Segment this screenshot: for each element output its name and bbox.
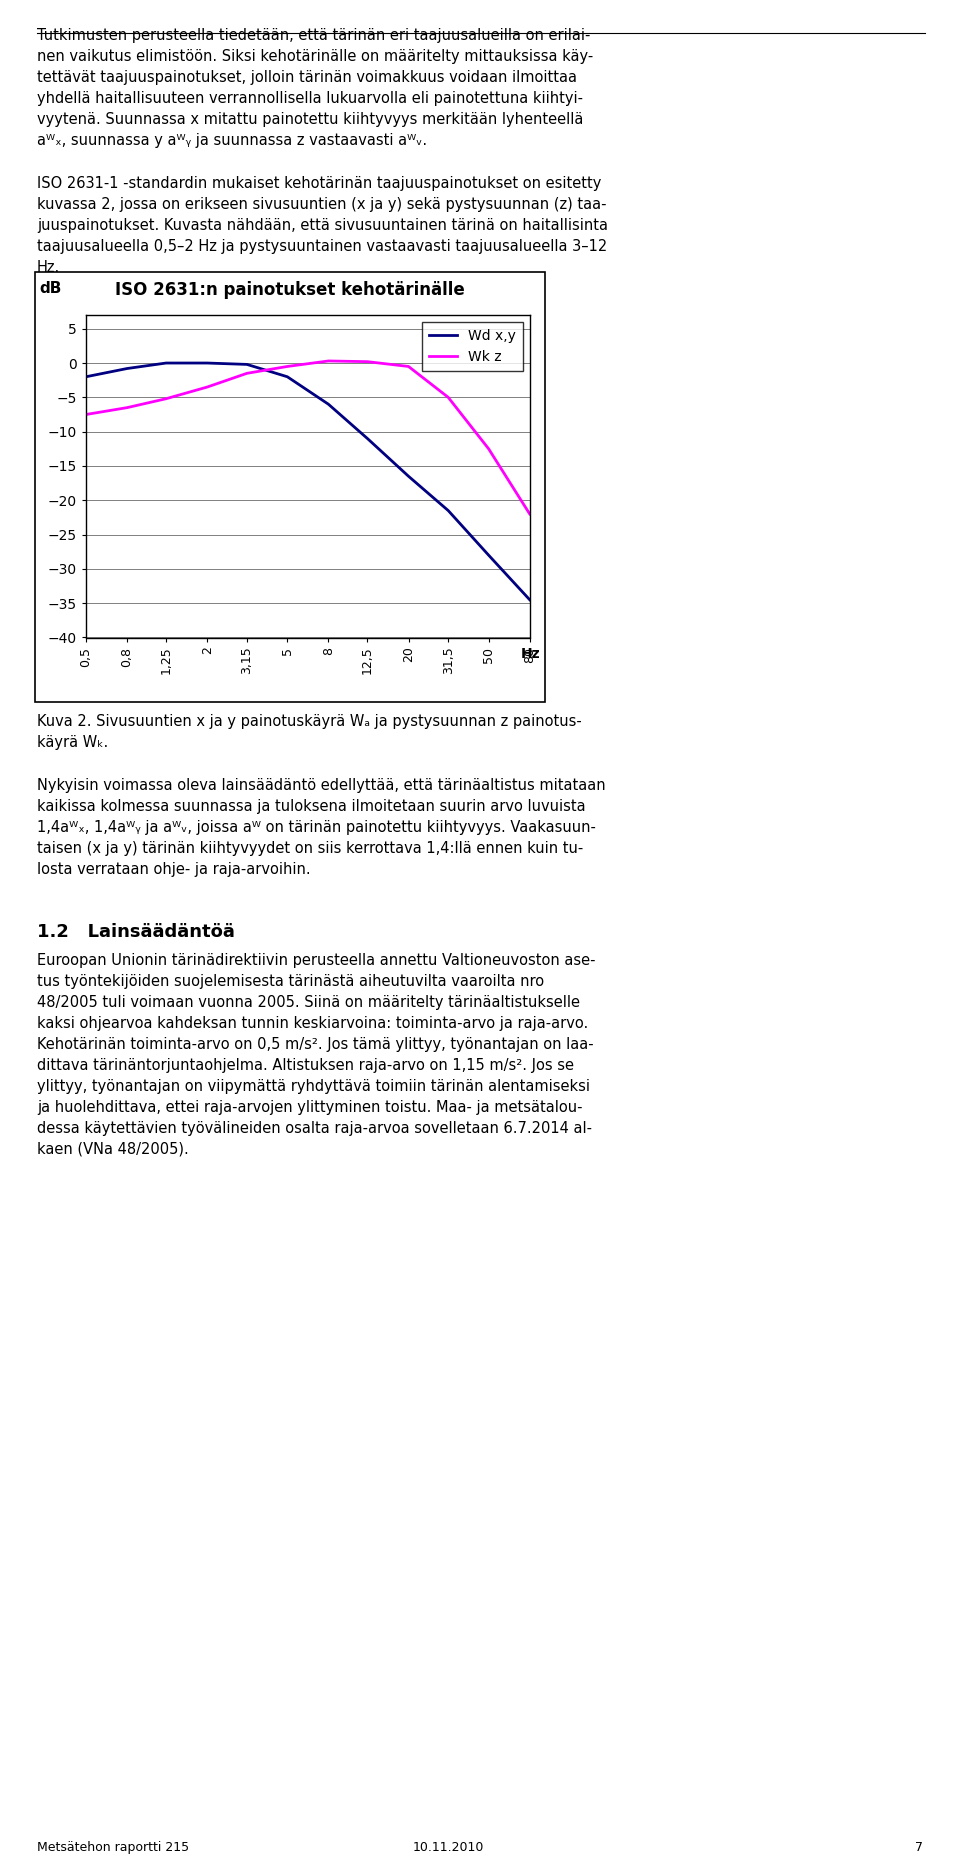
Text: käyrä Wₖ.: käyrä Wₖ. [37, 735, 108, 750]
Text: Hz: Hz [520, 648, 540, 661]
Text: vyytenä. Suunnassa x mitattu painotettu kiihtyvyys merkitään lyhenteellä: vyytenä. Suunnassa x mitattu painotettu … [37, 112, 584, 127]
Text: Kuva 2. Sivusuuntien x ja y painotuskäyrä Wₐ ja pystysuunnan z painotus-: Kuva 2. Sivusuuntien x ja y painotuskäyr… [37, 715, 582, 730]
Text: ja huolehdittava, ettei raja-arvojen ylittyminen toistu. Maa- ja metsätalou-: ja huolehdittava, ettei raja-arvojen yli… [37, 1099, 583, 1116]
Text: yhdellä haitallisuuteen verrannollisella lukuarvolla eli painotettuna kiihtyi-: yhdellä haitallisuuteen verrannollisella… [37, 91, 583, 106]
Text: ylittyy, työnantajan on viipymättä ryhdyttävä toimiin tärinän alentamiseksi: ylittyy, työnantajan on viipymättä ryhdy… [37, 1079, 590, 1093]
Text: kaikissa kolmessa suunnassa ja tuloksena ilmoitetaan suurin arvo luvuista: kaikissa kolmessa suunnassa ja tuloksena… [37, 799, 586, 814]
Text: Euroopan Unionin tärinädirektiivin perusteella annettu Valtioneuvoston ase-: Euroopan Unionin tärinädirektiivin perus… [37, 954, 595, 968]
Text: taajuusalueella 0,5–2 Hz ja pystysuuntainen vastaavasti taajuusalueella 3–12: taajuusalueella 0,5–2 Hz ja pystysuuntai… [37, 239, 608, 254]
Text: Kehotärinän toiminta-arvo on 0,5 m/s². Jos tämä ylittyy, työnantajan on laa-: Kehotärinän toiminta-arvo on 0,5 m/s². J… [37, 1037, 593, 1052]
Text: 48/2005 tuli voimaan vuonna 2005. Siinä on määritelty tärinäaltistukselle: 48/2005 tuli voimaan vuonna 2005. Siinä … [37, 995, 580, 1010]
Text: 10.11.2010: 10.11.2010 [413, 1842, 484, 1855]
Text: losta verrataan ohje- ja raja-arvoihin.: losta verrataan ohje- ja raja-arvoihin. [37, 862, 311, 877]
Text: tus työntekijöiden suojelemisesta tärinästä aiheutuvilta vaaroilta nro: tus työntekijöiden suojelemisesta tärinä… [37, 974, 544, 989]
Text: 1,4aᵂₓ, 1,4aᵂᵧ ja aᵂᵥ, joissa aᵂ on tärinän painotettu kiihtyvyys. Vaakasuun-: 1,4aᵂₓ, 1,4aᵂᵧ ja aᵂᵥ, joissa aᵂ on täri… [37, 819, 596, 834]
Text: 1.2   Lainsäädäntöä: 1.2 Lainsäädäntöä [37, 924, 235, 940]
Text: taisen (x ja y) tärinän kiihtyvyydet on siis kerrottava 1,4:llä ennen kuin tu-: taisen (x ja y) tärinän kiihtyvyydet on … [37, 842, 584, 856]
Text: Tutkimusten perusteella tiedetään, että tärinän eri taajuusalueilla on erilai-: Tutkimusten perusteella tiedetään, että … [37, 28, 590, 43]
Text: Metsätehon raportti 215: Metsätehon raportti 215 [37, 1842, 189, 1855]
Text: dessa käytettävien työvälineiden osalta raja-arvoa sovelletaan 6.7.2014 al-: dessa käytettävien työvälineiden osalta … [37, 1121, 592, 1136]
Text: Hz.: Hz. [37, 259, 60, 274]
Text: kuvassa 2, jossa on erikseen sivusuuntien (x ja y) sekä pystysuunnan (z) taa-: kuvassa 2, jossa on erikseen sivusuuntie… [37, 198, 607, 213]
Text: 7: 7 [916, 1842, 924, 1855]
Text: nen vaikutus elimistöön. Siksi kehotärinälle on määritelty mittauksissa käy-: nen vaikutus elimistöön. Siksi kehotärin… [37, 49, 593, 63]
Text: juuspainotukset. Kuvasta nähdään, että sivusuuntainen tärinä on haitallisinta: juuspainotukset. Kuvasta nähdään, että s… [37, 218, 608, 233]
Text: ISO 2631:n painotukset kehotärinälle: ISO 2631:n painotukset kehotärinälle [115, 282, 465, 299]
Text: dB: dB [39, 282, 62, 297]
Legend: Wd x,y, Wk z: Wd x,y, Wk z [422, 323, 523, 371]
Text: Nykyisin voimassa oleva lainsäädäntö edellyttää, että tärinäaltistus mitataan: Nykyisin voimassa oleva lainsäädäntö ede… [37, 778, 606, 793]
Text: aᵂₓ, suunnassa y aᵂᵧ ja suunnassa z vastaavasti aᵂᵥ.: aᵂₓ, suunnassa y aᵂᵧ ja suunnassa z vast… [37, 132, 427, 147]
Text: dittava tärinäntorjuntaohjelma. Altistuksen raja-arvo on 1,15 m/s². Jos se: dittava tärinäntorjuntaohjelma. Altistuk… [37, 1058, 574, 1073]
Text: ISO 2631-1 -standardin mukaiset kehotärinän taajuuspainotukset on esitetty: ISO 2631-1 -standardin mukaiset kehotäri… [37, 175, 601, 190]
Text: tettävät taajuuspainotukset, jolloin tärinän voimakkuus voidaan ilmoittaa: tettävät taajuuspainotukset, jolloin tär… [37, 71, 577, 86]
Text: kaksi ohjearvoa kahdeksan tunnin keskiarvoina: toiminta-arvo ja raja-arvo.: kaksi ohjearvoa kahdeksan tunnin keskiar… [37, 1015, 588, 1032]
Text: kaen (VNa 48/2005).: kaen (VNa 48/2005). [37, 1142, 189, 1157]
